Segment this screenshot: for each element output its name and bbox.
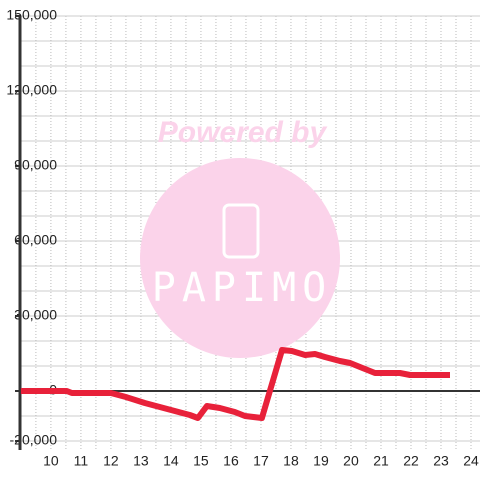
x-tick-label: 21 [373, 453, 389, 469]
watermark-brand: PAPIMO [152, 265, 333, 311]
x-tick-label: 11 [74, 453, 89, 469]
y-tick-label: 150,000 [6, 7, 57, 23]
x-tick-label: 23 [433, 453, 449, 469]
x-tick-label: 20 [343, 453, 359, 469]
x-tick-label: 19 [313, 453, 329, 469]
watermark-caption: Powered by [158, 116, 328, 149]
x-tick-label: 22 [403, 453, 419, 469]
watermark-phone [222, 203, 260, 259]
line [20, 347, 450, 421]
y-tick-label: 120,000 [6, 82, 57, 98]
y-tick-label: 90,000 [14, 157, 57, 173]
x-tick-label: 17 [253, 453, 269, 469]
x-tick-label: 24 [463, 453, 479, 469]
x-tick-label: 13 [133, 453, 149, 469]
y-tick-label: 60,000 [14, 232, 57, 248]
x-tick-label: 10 [43, 453, 59, 469]
x-tick-label: 12 [103, 453, 119, 469]
y-tick-label: -20,000 [10, 432, 58, 448]
x-tick-label: 15 [193, 453, 209, 469]
y-tick-label: 30,000 [14, 307, 57, 323]
x-tick-label: 18 [283, 453, 299, 469]
x-tick-label: 14 [163, 453, 179, 469]
x-tick-label: 16 [223, 453, 239, 469]
plot: 10 11 12 13 14 15 16 17 18 19 20 21 22 23 24-20,000030… [6, 7, 480, 469]
